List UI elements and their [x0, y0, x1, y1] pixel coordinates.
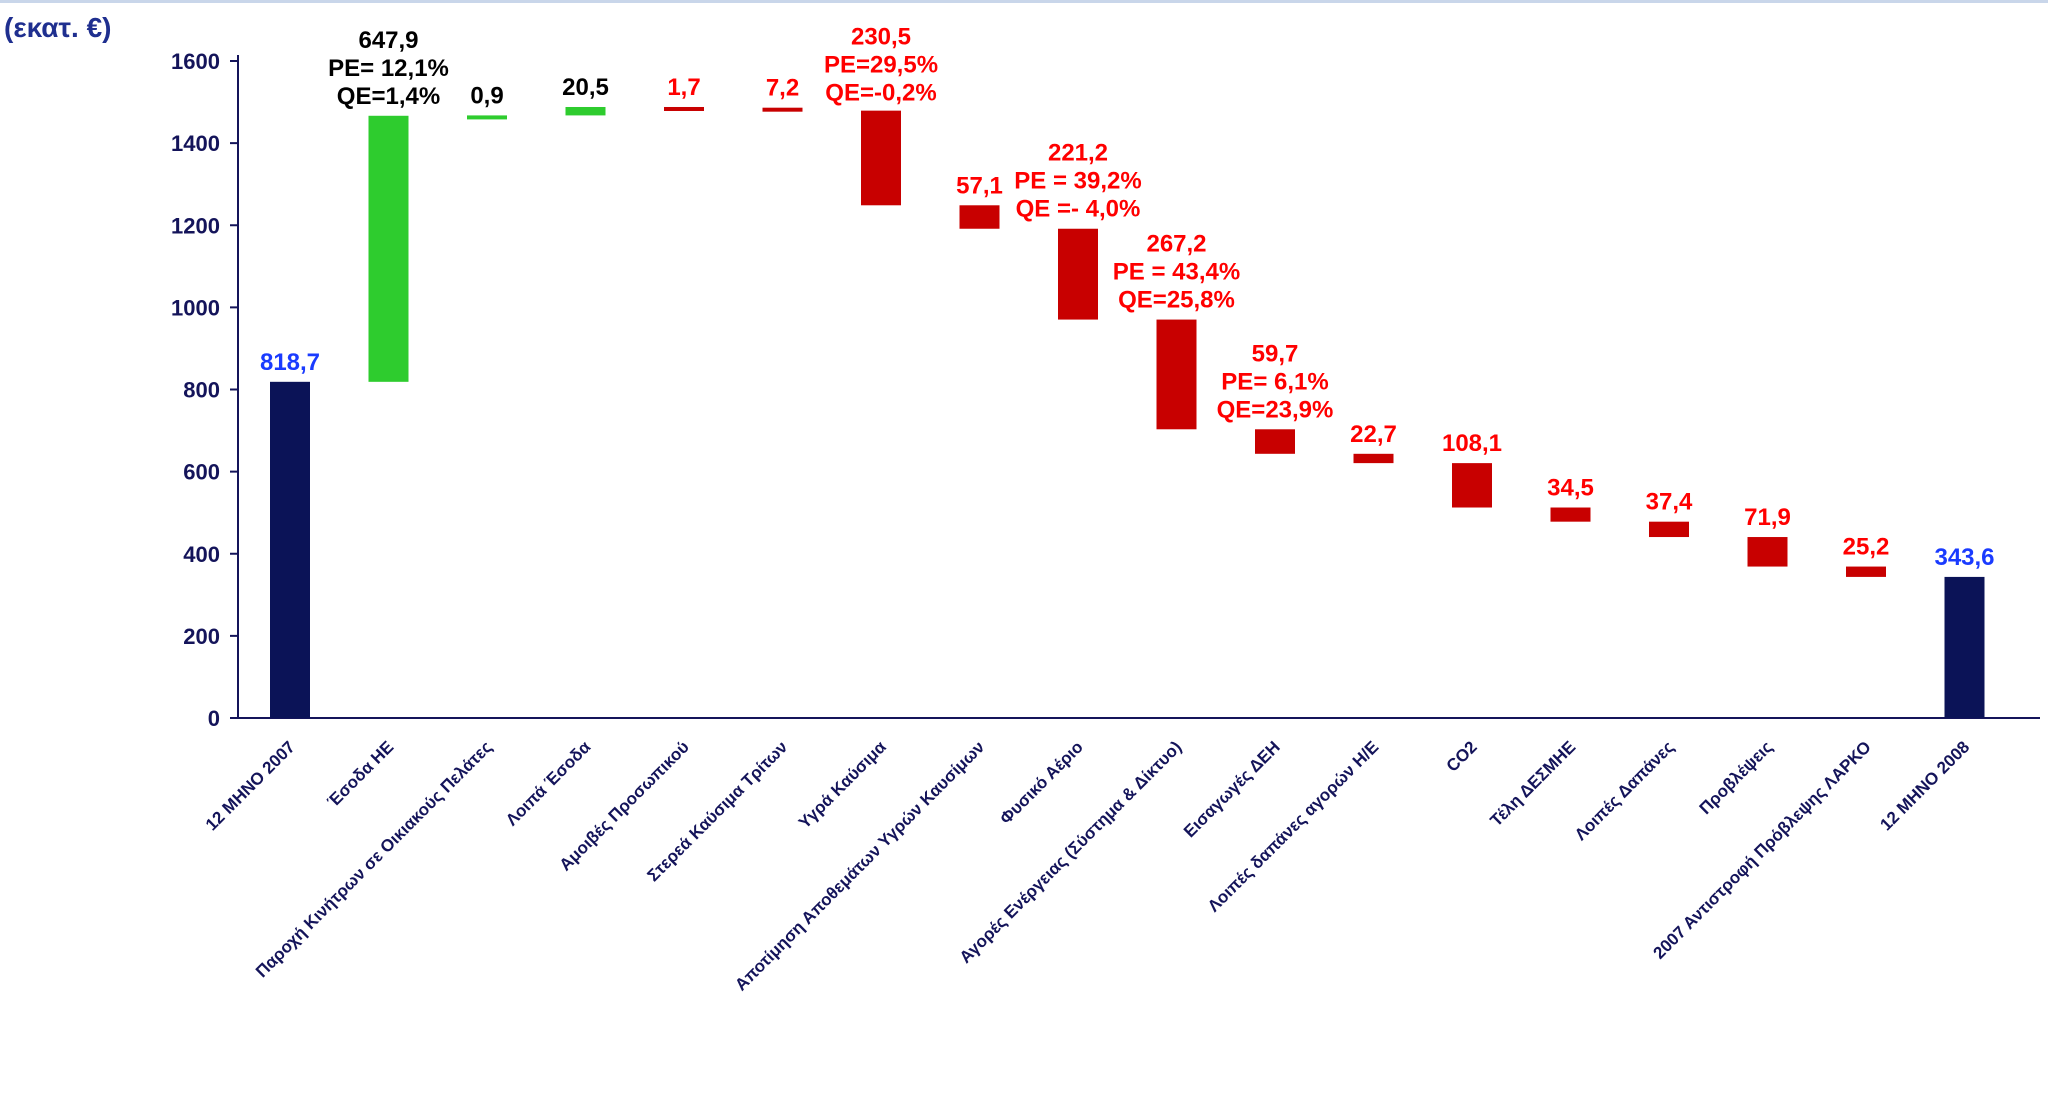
data-label-value: 25,2 — [1843, 534, 1890, 561]
data-label-value: 343,6 — [1934, 544, 1994, 571]
y-tick-label: 400 — [183, 542, 220, 567]
y-tick-label: 200 — [183, 624, 220, 649]
x-category-label: Τέλη ΔΕΣΜΗΕ — [1487, 737, 1580, 830]
bar-decrease — [1058, 228, 1098, 320]
x-category-label: 12 ΜΗΝΟ 2008 — [1876, 737, 1973, 834]
bar-increase — [467, 115, 507, 120]
bar-decrease — [1747, 537, 1788, 567]
bar-increase — [368, 115, 409, 382]
unit-label: (εκατ. €) — [4, 12, 112, 43]
bar-decrease — [1550, 507, 1591, 522]
bar-decrease — [1846, 566, 1886, 577]
data-label-value: 57,1 — [956, 172, 1003, 199]
data-label-value: 1,7 — [667, 74, 700, 101]
bar-decrease — [664, 106, 704, 111]
x-category-label: CO2 — [1443, 737, 1481, 775]
data-label-value: 108,1 — [1442, 430, 1502, 457]
bar-total — [1944, 576, 1985, 718]
data-label-value: 221,2 — [1048, 140, 1108, 167]
data-label-value: 647,9 — [358, 27, 418, 54]
x-category-label: Εισαγωγές ΔΕΗ — [1180, 737, 1284, 841]
y-tick-label: 1400 — [171, 131, 220, 156]
y-tick-label: 600 — [183, 460, 220, 485]
data-label-note: QE=-0,2% — [825, 80, 936, 107]
bar-decrease — [1156, 319, 1197, 430]
data-label-value: 71,9 — [1744, 504, 1791, 531]
data-label-value: 0,9 — [470, 82, 503, 109]
x-category-label: 12 ΜΗΝΟ 2007 — [202, 737, 299, 834]
data-label-note: PE = 43,4% — [1113, 259, 1240, 286]
data-label-value: 230,5 — [851, 24, 911, 51]
x-category-label: 2007 Αντιστροφή Πρόβλεψης ΛΑΡΚΟ — [1650, 737, 1875, 962]
data-label-value: 22,7 — [1350, 421, 1397, 448]
bar-increase — [565, 106, 606, 116]
data-label-value: 818,7 — [260, 349, 320, 376]
data-label-note: PE= 6,1% — [1221, 368, 1328, 395]
x-category-label: Έσοδα ΗΕ — [323, 737, 397, 811]
bar-decrease — [959, 205, 1000, 229]
data-label-value: 37,4 — [1646, 489, 1693, 516]
data-label-note: QE=23,9% — [1217, 396, 1334, 423]
y-tick-label: 800 — [183, 378, 220, 403]
x-category-label: Λοιπές Δαπάνες — [1571, 737, 1678, 844]
x-category-label: Υγρά Καύσιμα — [795, 737, 890, 832]
data-label-value: 59,7 — [1252, 340, 1299, 367]
data-label-note: PE = 39,2% — [1014, 168, 1141, 195]
data-label-value: 20,5 — [562, 74, 609, 101]
y-tick-label: 1200 — [171, 213, 220, 238]
y-tick-label: 0 — [208, 706, 220, 731]
data-label-note: QE=1,4% — [337, 83, 440, 110]
data-label-note: QE=25,8% — [1118, 287, 1235, 314]
bar-decrease — [1649, 521, 1689, 538]
top-border — [0, 0, 2048, 3]
data-label-note: QE =- 4,0% — [1016, 196, 1141, 223]
x-category-label: Λοιπά Έσοδα — [502, 737, 595, 830]
data-label-value: 7,2 — [766, 75, 799, 102]
bar-decrease — [861, 110, 901, 206]
x-category-label: Προβλέψεις — [1696, 737, 1777, 818]
data-label-note: PE= 12,1% — [328, 55, 449, 82]
bar-decrease — [1353, 453, 1394, 464]
data-label-note: PE=29,5% — [824, 52, 938, 79]
chart-axes: 0 200 400 600 800 1000 1200 1400 1600 — [171, 49, 2040, 731]
bar-decrease — [1255, 429, 1295, 454]
bar-decrease — [1452, 463, 1492, 508]
data-label-value: 267,2 — [1146, 231, 1206, 258]
y-tick-label: 1600 — [171, 49, 220, 74]
x-category-label: Φυσικό Αέριο — [996, 737, 1087, 828]
y-tick-label: 1000 — [171, 295, 220, 320]
chart-data-labels: 818,7 647,9PE= 12,1%QE=1,4% 0,9 20,5 1,7 7,2 2… — [260, 24, 1995, 571]
x-category-label: Αγορές Ενέργειας (Σύστημα & Δίκτυο) — [956, 737, 1186, 967]
chart-bars — [270, 106, 1985, 718]
x-category-label: Λοιπές δαπάνες αγορών Η/Ε — [1204, 737, 1382, 915]
bar-decrease — [762, 107, 803, 112]
data-label-value: 34,5 — [1547, 475, 1594, 502]
bar-total — [270, 381, 310, 718]
